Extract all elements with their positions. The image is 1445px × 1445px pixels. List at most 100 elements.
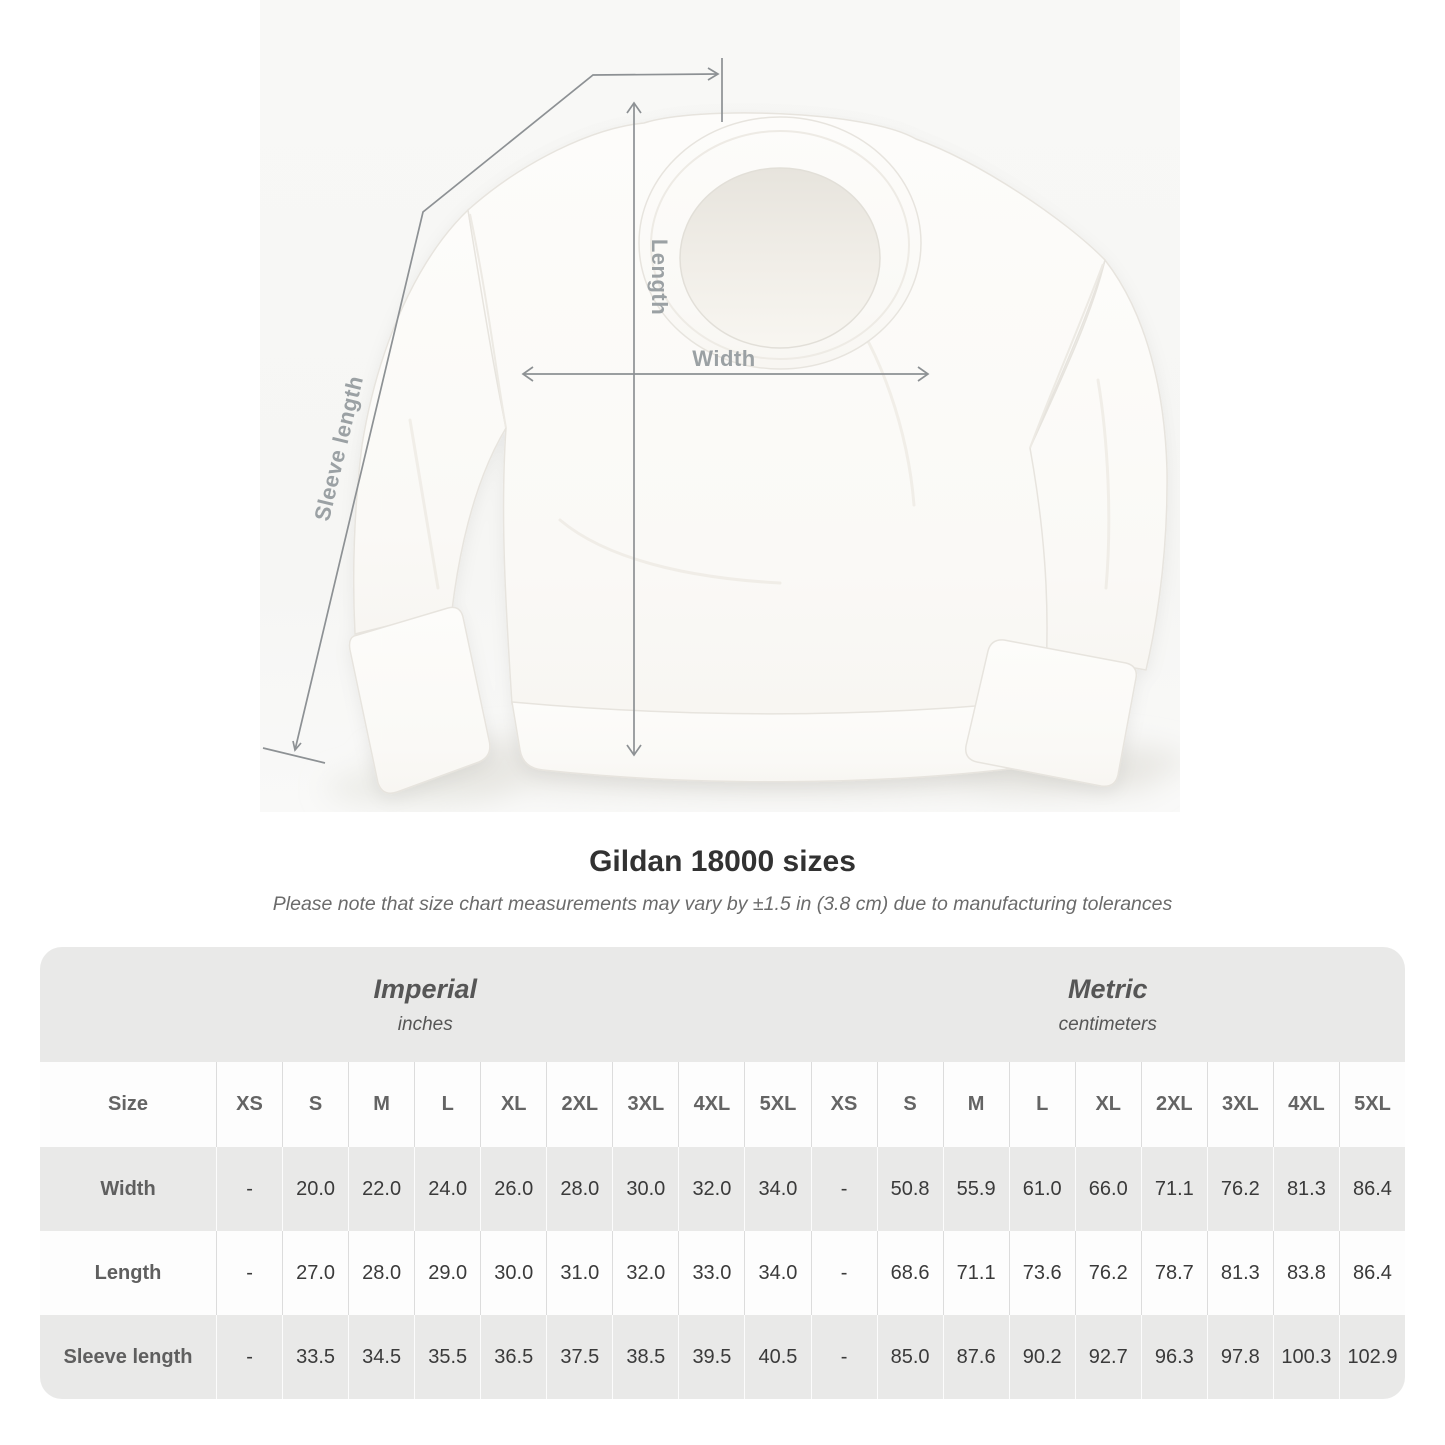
table-cell: - xyxy=(216,1315,283,1399)
row-label: Sleeve length xyxy=(40,1315,216,1399)
table-cell: 50.8 xyxy=(876,1147,943,1231)
length-arrow-top xyxy=(626,101,642,114)
table-cell: 30.0 xyxy=(480,1231,547,1315)
table-cell: 24.0 xyxy=(414,1147,481,1231)
size-header-cell: S xyxy=(876,1062,943,1147)
left-armhole-seam xyxy=(469,213,507,429)
table-cell: 81.3 xyxy=(1206,1231,1273,1315)
sleeve-measure-line xyxy=(294,73,719,751)
size-header-cell: XS xyxy=(216,1062,283,1147)
measurement-annotations xyxy=(262,58,930,764)
table-cell: 66.0 xyxy=(1074,1147,1141,1231)
table-cell: 26.0 xyxy=(480,1147,547,1231)
table-cell: 36.5 xyxy=(480,1315,547,1399)
table-cell: 83.8 xyxy=(1272,1231,1339,1315)
table-cell: 85.0 xyxy=(876,1315,943,1399)
size-header-cell: M xyxy=(942,1062,1009,1147)
sleeve-end-tick xyxy=(262,747,326,764)
size-header-cell: 2XL xyxy=(1140,1062,1207,1147)
table-cell: 34.0 xyxy=(744,1147,811,1231)
table-cell: 40.5 xyxy=(744,1315,811,1399)
table-cell: 34.5 xyxy=(348,1315,415,1399)
size-header-cell: 4XL xyxy=(678,1062,745,1147)
table-cell: 35.5 xyxy=(414,1315,481,1399)
size-header-cell: L xyxy=(1008,1062,1075,1147)
row-label: Width xyxy=(40,1147,216,1231)
sleeve-end-arrow xyxy=(292,740,302,752)
table-cell: 39.5 xyxy=(678,1315,745,1399)
left-cuff xyxy=(348,606,491,795)
right-sleeve xyxy=(1007,258,1168,671)
metric-group-header: Metric centimeters xyxy=(810,947,1405,1062)
size-header-cell: 3XL xyxy=(1206,1062,1273,1147)
table-cell: - xyxy=(810,1147,877,1231)
table-cell: 102.9 xyxy=(1338,1315,1405,1399)
size-header-cell: 5XL xyxy=(1338,1062,1405,1147)
size-header-cell: M xyxy=(348,1062,415,1147)
table-cell: 28.0 xyxy=(348,1231,415,1315)
table-cell: 68.6 xyxy=(876,1231,943,1315)
sleeve-top-arrow xyxy=(707,67,720,81)
size-header-cell: XL xyxy=(480,1062,547,1147)
table-cell: 55.9 xyxy=(942,1147,1009,1231)
table-cell: 37.5 xyxy=(546,1315,613,1399)
size-header-cell: L xyxy=(414,1062,481,1147)
length-arrow-bottom xyxy=(626,744,642,757)
table-cell: 33.0 xyxy=(678,1231,745,1315)
table-cell: - xyxy=(216,1231,283,1315)
table-cell: 38.5 xyxy=(612,1315,679,1399)
metric-group-name: Metric xyxy=(1067,973,1148,1004)
table-cell: 92.7 xyxy=(1074,1315,1141,1399)
page-title: Gildan 18000 sizes xyxy=(589,845,856,878)
table-cell: 71.1 xyxy=(1140,1147,1207,1231)
metric-group-unit: centimeters xyxy=(1058,1013,1157,1035)
width-arrow-right xyxy=(917,366,930,382)
product-photo: Length Width Sleeve length xyxy=(260,0,1180,812)
table-cell: 31.0 xyxy=(546,1231,613,1315)
table-cell: 97.8 xyxy=(1206,1315,1273,1399)
sweatshirt-illustration xyxy=(348,112,1168,795)
table-cell: 29.0 xyxy=(414,1231,481,1315)
table-cell: - xyxy=(810,1231,877,1315)
imperial-group-header: Imperial inches xyxy=(40,947,811,1062)
table-cell: 28.0 xyxy=(546,1147,613,1231)
size-header-cell: 4XL xyxy=(1272,1062,1339,1147)
table-cell: 61.0 xyxy=(1008,1147,1075,1231)
table-cell: 33.5 xyxy=(282,1315,349,1399)
table-cell: 73.6 xyxy=(1008,1231,1075,1315)
size-header-cell: 3XL xyxy=(612,1062,679,1147)
table-cell: 32.0 xyxy=(612,1231,679,1315)
size-table: Imperial inches Metric centimeters Size … xyxy=(40,947,1405,1399)
table-cell: 34.0 xyxy=(744,1231,811,1315)
imperial-group-unit: inches xyxy=(397,1013,453,1035)
imperial-group-name: Imperial xyxy=(373,973,478,1004)
table-cell: 96.3 xyxy=(1140,1315,1207,1399)
length-label: Length xyxy=(647,239,672,315)
size-column-header: Size xyxy=(40,1062,216,1147)
table-cell: 22.0 xyxy=(348,1147,415,1231)
table-cell: - xyxy=(810,1315,877,1399)
size-header-cell: S xyxy=(282,1062,349,1147)
table-cell: 27.0 xyxy=(282,1231,349,1315)
torso xyxy=(467,112,1106,717)
size-header-cell: XS xyxy=(810,1062,877,1147)
row-label: Length xyxy=(40,1231,216,1315)
table-cell: 78.7 xyxy=(1140,1231,1207,1315)
width-label: Width xyxy=(692,346,755,371)
table-cell: 30.0 xyxy=(612,1147,679,1231)
right-cuff xyxy=(964,639,1138,788)
size-header-cell: 5XL xyxy=(744,1062,811,1147)
table-cell: - xyxy=(216,1147,283,1231)
table-cell: 81.3 xyxy=(1272,1147,1339,1231)
table-cell: 90.2 xyxy=(1008,1315,1075,1399)
table-cell: 76.2 xyxy=(1074,1231,1141,1315)
tolerance-note: Please note that size chart measurements… xyxy=(272,893,1173,915)
collar-topstitch xyxy=(650,130,910,360)
table-cell: 87.6 xyxy=(942,1315,1009,1399)
table-cell: 86.4 xyxy=(1338,1231,1405,1315)
table-cell: 71.1 xyxy=(942,1231,1009,1315)
sweatshirt-diagram: Length Width Sleeve length xyxy=(262,58,1180,804)
size-header-cell: XL xyxy=(1074,1062,1141,1147)
table-cell: 100.3 xyxy=(1272,1315,1339,1399)
